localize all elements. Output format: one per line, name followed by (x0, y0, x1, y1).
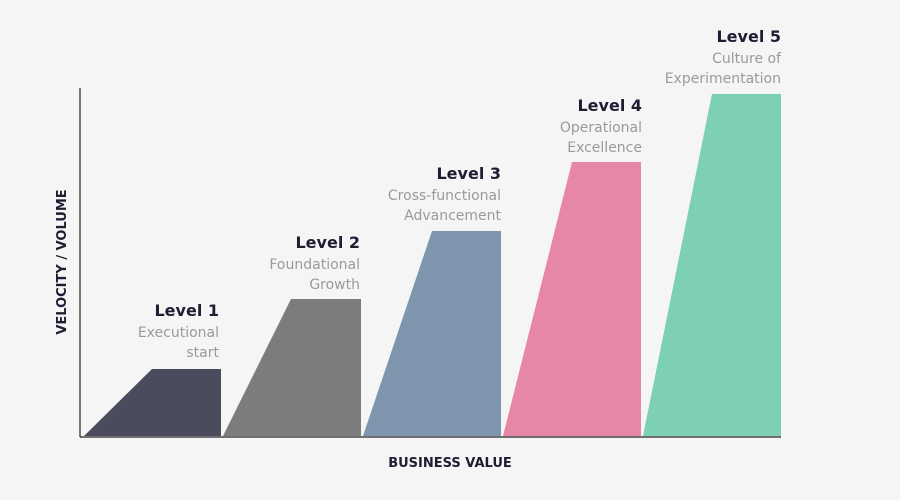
level-5-title: Level 5 (716, 27, 781, 46)
level-5-desc-line: Experimentation (665, 71, 781, 87)
level-2-title: Level 2 (295, 233, 360, 252)
level-5-desc-line: Culture of (712, 51, 782, 67)
level-shapes (84, 94, 781, 436)
level-2-shape (223, 299, 361, 436)
level-5-shape (643, 94, 781, 436)
level-1-shape (84, 369, 221, 436)
level-4-shape (503, 162, 641, 436)
y-axis-label: VELOCITY / VOLUME (55, 189, 70, 334)
level-3-title: Level 3 (436, 164, 501, 183)
x-axis-label: BUSINESS VALUE (388, 456, 512, 471)
level-1-desc-line: start (186, 345, 219, 361)
level-4-desc-line: Operational (560, 120, 642, 136)
level-3-desc-line: Cross-functional (388, 188, 501, 204)
level-1-title: Level 1 (154, 301, 219, 320)
level-2-desc-line: Growth (309, 277, 360, 293)
level-4-desc-line: Excellence (567, 140, 642, 156)
level-1-desc-line: Executional (138, 325, 219, 341)
level-3-shape (363, 231, 501, 436)
level-4-title: Level 4 (577, 96, 642, 115)
level-labels: Level 1 Executional start Level 2 Foundation… (138, 27, 782, 361)
level-3-desc-line: Advancement (404, 208, 501, 224)
level-2-desc-line: Foundational (269, 257, 360, 273)
